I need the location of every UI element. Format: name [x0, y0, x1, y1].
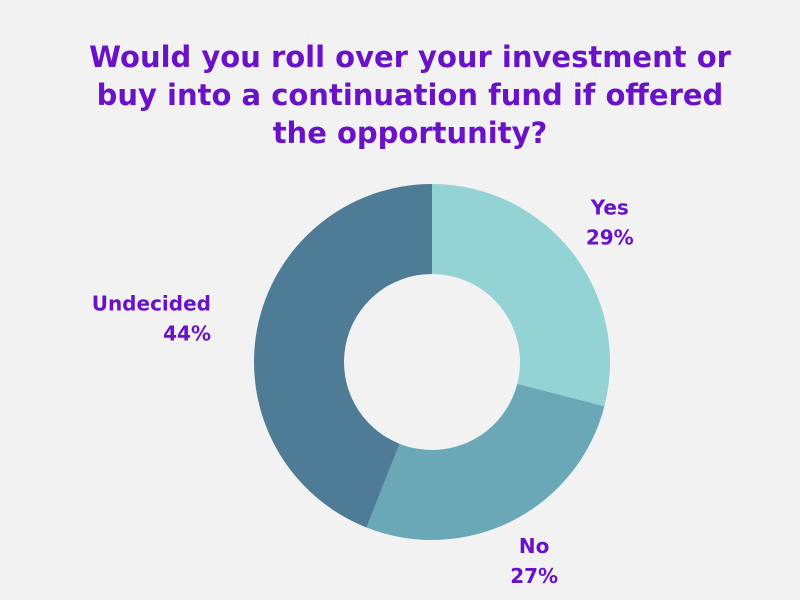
slice-value-label: 27% — [510, 564, 558, 588]
slice-label: No — [519, 534, 549, 558]
donut-slice — [253, 184, 432, 528]
chart-title: Would you roll over your investment or b… — [89, 40, 731, 150]
slice-label: Yes — [590, 196, 629, 220]
slice-value-label: 44% — [163, 321, 211, 345]
donut-slice — [366, 383, 605, 540]
donut-slice — [432, 184, 610, 407]
slice-label: Undecided — [92, 291, 211, 315]
slice-value-label: 29% — [586, 226, 634, 250]
